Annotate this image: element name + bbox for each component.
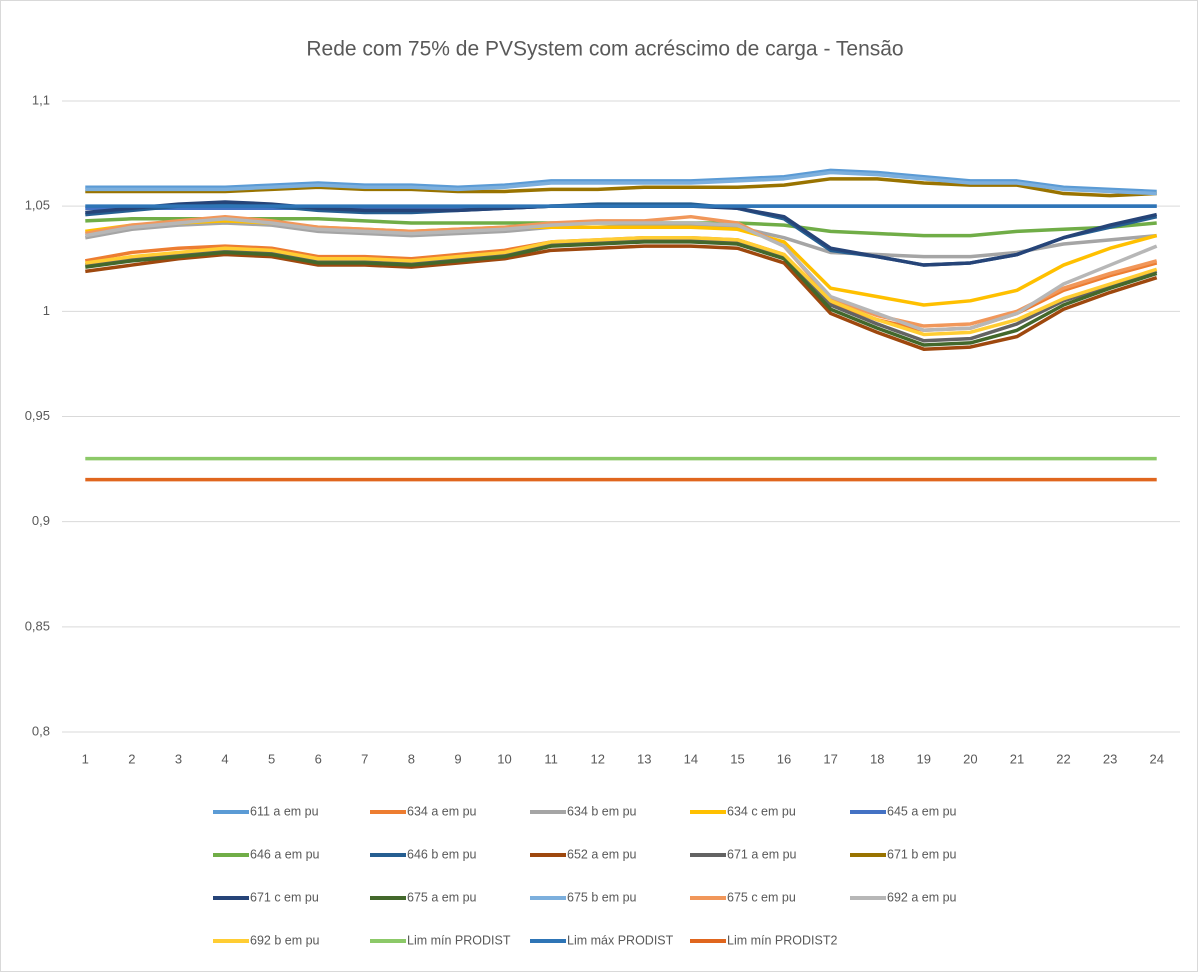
- series-line: [85, 240, 1158, 347]
- legend-label: 652 a em pu: [567, 847, 637, 861]
- x-tick-label: 22: [1056, 751, 1070, 766]
- x-tick-label: 9: [454, 751, 461, 766]
- legend-label: 645 a em pu: [887, 804, 957, 818]
- x-tick-label: 12: [590, 751, 604, 766]
- legend-label: 692 b em pu: [250, 933, 320, 947]
- series-line: [84, 217, 1158, 333]
- series-line: [84, 214, 1158, 328]
- y-tick-label: 0,9: [32, 513, 50, 528]
- legend-label: 671 b em pu: [887, 847, 957, 861]
- x-tick-label: 17: [823, 751, 837, 766]
- legend-label: 671 c em pu: [250, 890, 319, 904]
- series-line: [85, 170, 1157, 196]
- y-tick-label: 0,95: [25, 408, 50, 423]
- y-tick-label: 0,8: [32, 723, 50, 738]
- legend-label: Lim máx PRODIST: [567, 933, 674, 947]
- legend-label: 671 a em pu: [727, 847, 797, 861]
- x-tick-label: 16: [777, 751, 791, 766]
- x-tick-label: 11: [544, 751, 558, 766]
- y-tick-label: 1,1: [32, 92, 50, 107]
- legend-label: 611 a em pu: [250, 804, 319, 818]
- y-tick-label: 0,85: [25, 618, 50, 633]
- x-tick-label: 2: [128, 751, 135, 766]
- legend-label: 634 a em pu: [407, 804, 477, 818]
- x-tick-label: 19: [917, 751, 931, 766]
- legend-label: 675 c em pu: [727, 890, 796, 904]
- series-line: [85, 244, 1158, 351]
- x-tick-label: 13: [637, 751, 651, 766]
- x-tick-label: 7: [361, 751, 368, 766]
- x-tick-label: 1: [82, 751, 89, 766]
- y-tick-label: 1: [43, 303, 50, 318]
- series-line: [85, 235, 1158, 337]
- x-tick-label: 5: [268, 751, 275, 766]
- x-tick-label: 4: [221, 751, 228, 766]
- legend-label: 634 b em pu: [567, 804, 637, 818]
- series-line: [85, 238, 1158, 343]
- series-line: [85, 168, 1157, 194]
- legend-label: 646 b em pu: [407, 847, 477, 861]
- x-tick-label: 24: [1149, 751, 1163, 766]
- y-tick-label: 1,05: [25, 198, 50, 213]
- legend-label: 675 a em pu: [407, 890, 477, 904]
- x-tick-label: 18: [870, 751, 884, 766]
- legend-label: Lim mín PRODIST2: [727, 933, 837, 947]
- chart-title: Rede com 75% de PVSystem com acréscimo d…: [306, 38, 903, 61]
- legend-label: 675 b em pu: [567, 890, 637, 904]
- x-tick-label: 6: [315, 751, 322, 766]
- legend-label: 646 a em pu: [250, 847, 320, 861]
- legend-label: 692 a em pu: [887, 890, 957, 904]
- x-tick-label: 14: [684, 751, 698, 766]
- series-line: [85, 177, 1157, 198]
- x-tick-label: 10: [497, 751, 511, 766]
- legend-label: 634 c em pu: [727, 804, 796, 818]
- x-tick-label: 20: [963, 751, 977, 766]
- x-tick-label: 15: [730, 751, 744, 766]
- x-tick-label: 3: [175, 751, 182, 766]
- legend-label: Lim mín PRODIST: [407, 933, 511, 947]
- x-tick-label: 21: [1010, 751, 1024, 766]
- x-tick-label: 8: [408, 751, 415, 766]
- x-tick-label: 23: [1103, 751, 1117, 766]
